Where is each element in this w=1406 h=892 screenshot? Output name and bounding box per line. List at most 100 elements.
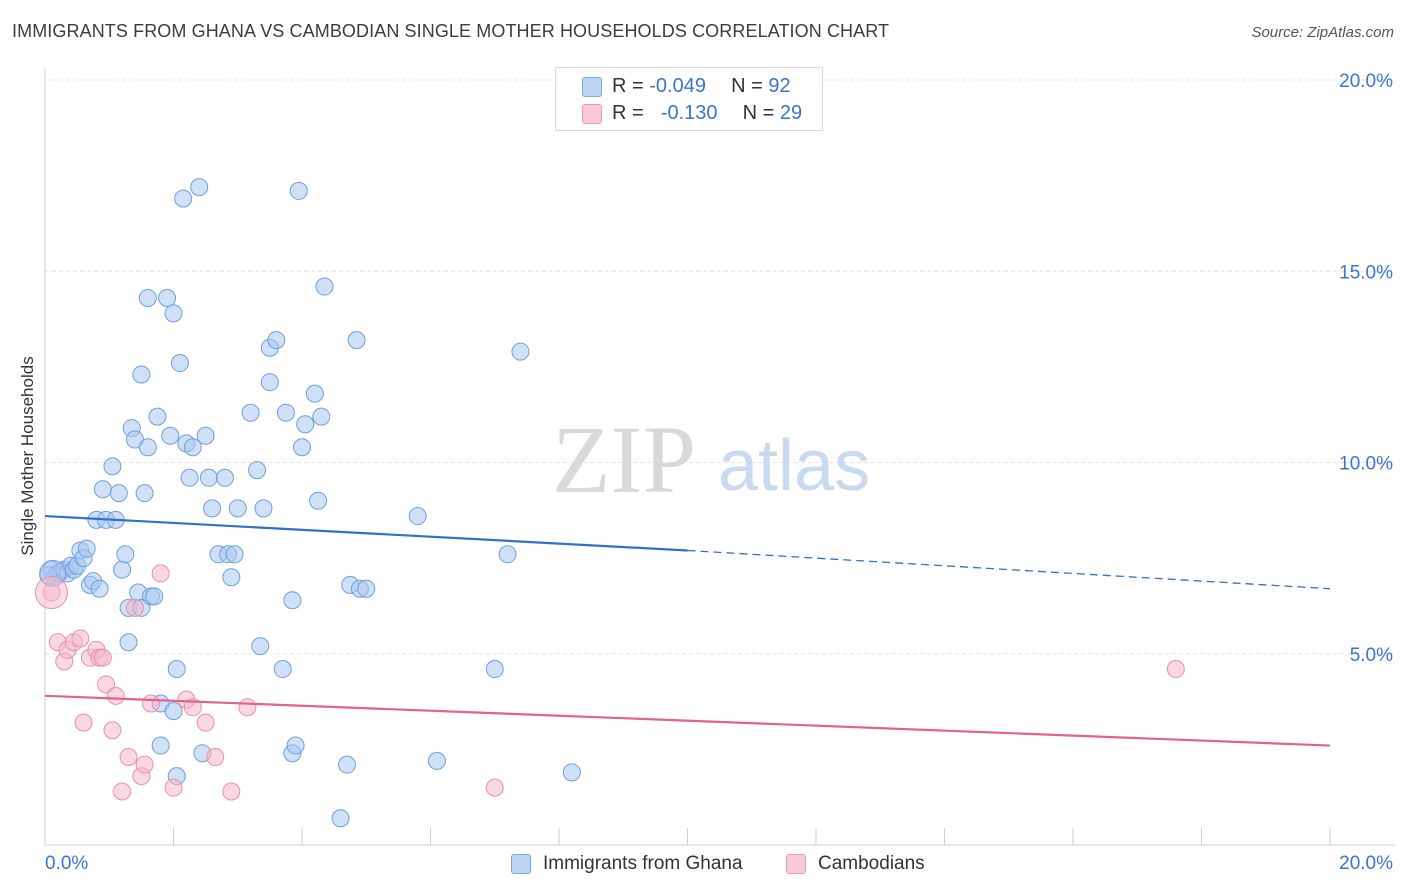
- n-value: 92: [768, 75, 791, 97]
- data-point-ghana: [103, 457, 122, 476]
- data-point-ghana: [228, 499, 247, 518]
- bottom-legend-ghana: Immigrants from Ghana: [511, 852, 743, 876]
- data-point-ghana: [408, 507, 427, 526]
- legend-swatch-cambodians: [582, 104, 602, 124]
- data-point-ghana: [562, 763, 581, 782]
- correlation-legend: R = -0.049 N = 92 R = -0.130 N = 29: [555, 67, 823, 131]
- data-point-ghana: [170, 354, 189, 373]
- r-label: R =: [612, 75, 644, 97]
- data-point-ghana: [167, 660, 186, 679]
- data-point-cambodians: [238, 698, 257, 717]
- data-point-ghana: [90, 579, 109, 598]
- data-point-ghana: [174, 189, 193, 208]
- y-tick-label: 5.0%: [1350, 645, 1393, 666]
- x-tick-label: 20.0%: [1339, 853, 1393, 874]
- data-point-ghana: [151, 736, 170, 755]
- x-axis: 0.0% 20.0%: [44, 68, 1395, 874]
- data-point-cambodians: [135, 755, 154, 774]
- data-point-ghana: [312, 407, 331, 426]
- data-point-cambodians: [151, 564, 170, 583]
- r-value: -0.049: [649, 75, 706, 97]
- n-value: 29: [779, 102, 803, 124]
- data-point-ghana: [347, 331, 366, 350]
- y-tick-labels: 5.0% 10.0% 15.0% 20.0%: [1339, 71, 1393, 666]
- data-point-cambodians: [485, 778, 504, 797]
- data-point-ghana: [164, 702, 183, 721]
- data-point-ghana: [260, 373, 279, 392]
- data-point-ghana: [283, 591, 302, 610]
- data-point-ghana: [222, 568, 241, 587]
- data-point-ghana: [357, 579, 376, 598]
- data-point-ghana: [215, 468, 234, 487]
- bottom-legend-cambodians: Cambodians: [786, 852, 925, 876]
- data-point-ghana: [331, 809, 350, 828]
- bottom-legend-label-ghana: Immigrants from Ghana: [543, 853, 743, 874]
- data-point-cambodians: [164, 778, 183, 797]
- data-point-cambodians: [125, 598, 144, 617]
- data-point-cambodians: [222, 782, 241, 801]
- data-point-cambodians: [93, 648, 112, 667]
- data-point-ghana: [199, 468, 218, 487]
- data-point-ghana: [138, 438, 157, 457]
- y-axis-label: Single Mother Households: [18, 356, 37, 556]
- data-point-ghana: [158, 289, 177, 308]
- data-point-ghana: [190, 178, 209, 197]
- data-point-ghana: [113, 560, 132, 579]
- data-point-ghana: [267, 331, 286, 350]
- trend-line-ghana-extrapolated: [687, 549, 1331, 590]
- data-point-cambodians: [97, 675, 116, 694]
- watermark: ZIP atlas: [552, 406, 870, 513]
- trend-lines: [44, 514, 1331, 747]
- data-point-ghana: [296, 415, 315, 434]
- legend-text-ghana: R = -0.049 N = 92: [612, 75, 791, 98]
- data-point-cambodians: [113, 782, 132, 801]
- data-point-ghana: [337, 755, 356, 774]
- bottom-legend-swatch-ghana: [511, 854, 531, 874]
- x-tick-label: 0.0%: [45, 853, 88, 874]
- trend-line-ghana: [44, 514, 688, 552]
- y-tick-label: 20.0%: [1339, 71, 1393, 92]
- data-point-ghana: [148, 407, 167, 426]
- data-point-ghana: [498, 545, 517, 564]
- trend-line-cambodians: [44, 694, 1331, 747]
- data-point-ghana: [315, 277, 334, 296]
- data-point-ghana: [196, 426, 215, 445]
- n-label: N =: [731, 75, 763, 97]
- n-label: N =: [742, 102, 775, 124]
- series-ghana-points: [39, 178, 581, 828]
- data-point-ghana: [132, 365, 151, 384]
- r-label: R =: [612, 102, 644, 124]
- data-point-ghana: [203, 499, 222, 518]
- data-point-ghana: [164, 304, 183, 323]
- bottom-legend-label-cambodians: Cambodians: [818, 853, 925, 874]
- data-point-ghana: [254, 499, 273, 518]
- legend-swatch-ghana: [582, 77, 602, 97]
- data-point-ghana: [225, 545, 244, 564]
- data-point-ghana: [77, 539, 96, 558]
- data-point-cambodians: [103, 721, 122, 740]
- data-point-ghana: [93, 480, 112, 499]
- data-point-ghana: [293, 438, 311, 457]
- data-point-cambodians: [206, 748, 225, 767]
- data-point-cambodians: [142, 694, 161, 713]
- data-point-ghana: [309, 491, 328, 510]
- r-value: -0.130: [660, 102, 718, 124]
- data-point-cambodians: [119, 748, 138, 767]
- data-point-ghana: [241, 403, 260, 422]
- data-point-ghana: [248, 461, 267, 480]
- data-point-cambodians: [196, 713, 215, 732]
- y-tick-label: 15.0%: [1339, 262, 1393, 283]
- data-point-ghana: [109, 484, 128, 503]
- watermark-atlas: atlas: [718, 426, 870, 506]
- data-point-ghana: [511, 342, 530, 361]
- data-point-cambodians: [1166, 660, 1185, 679]
- data-point-ghana: [145, 587, 164, 606]
- data-point-ghana: [119, 633, 138, 652]
- legend-text-cambodians: R = -0.130 N = 29: [612, 102, 802, 125]
- data-point-ghana: [183, 438, 202, 457]
- data-point-cambodians: [106, 686, 125, 705]
- y-tick-label: 10.0%: [1339, 454, 1393, 475]
- source-credit: Source: ZipAtlas.com: [1251, 24, 1394, 41]
- data-point-ghana: [116, 545, 135, 564]
